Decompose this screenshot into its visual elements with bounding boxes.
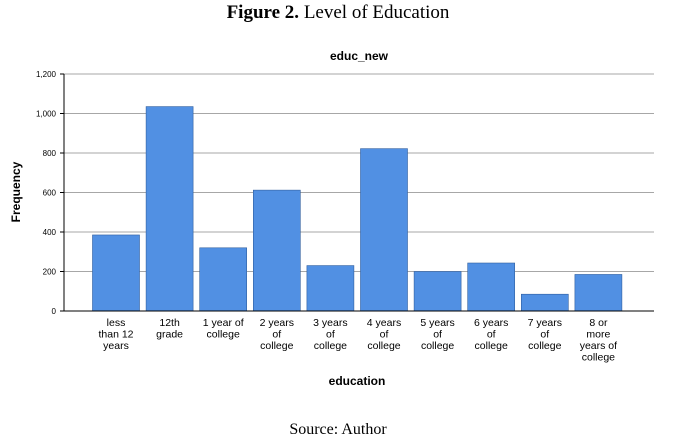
- x-tick-label-line: 3 years: [313, 317, 347, 329]
- x-tick-label: 12th grade: [156, 317, 183, 341]
- x-tick-label-line: of: [487, 329, 496, 341]
- x-tick-label: 3 years of college: [313, 317, 347, 352]
- x-tick-label-line: than 12: [98, 329, 133, 341]
- x-tick-label-line: college: [314, 340, 347, 352]
- y-tick-labels: 0 200 400 600 800 1,000 1,200: [36, 70, 64, 316]
- x-tick-label-line: 8 or: [589, 317, 608, 329]
- x-tick-label-line: years of: [580, 340, 617, 352]
- y-axis-label: Frequency: [9, 161, 23, 222]
- y-tick-label: 400: [43, 228, 57, 237]
- bar: [360, 148, 408, 312]
- x-tick-label-line: of: [380, 329, 389, 341]
- y-tick-label: 0: [52, 307, 57, 316]
- bar: [253, 189, 301, 312]
- y-tick-label: 1,200: [36, 70, 57, 79]
- x-tick-label-line: 6 years: [474, 317, 508, 329]
- x-tick-label: less than 12 years: [98, 317, 133, 352]
- x-tick-label-line: 12th: [159, 317, 180, 329]
- bar: [413, 271, 462, 312]
- chart-title: educ_new: [330, 49, 389, 63]
- x-tick-label-line: grade: [156, 329, 183, 341]
- bar: [467, 262, 516, 312]
- x-tick-label-line: more: [586, 329, 610, 341]
- x-tick-label-line: college: [475, 340, 508, 352]
- x-tick-label-line: 4 years: [367, 317, 401, 329]
- x-tick-label-line: 2 years: [260, 317, 294, 329]
- bar: [145, 106, 194, 312]
- bar: [306, 265, 355, 312]
- figure-caption: Figure 2. Level of Education: [0, 2, 676, 24]
- x-tick-label-line: of: [540, 329, 549, 341]
- figure-label: Figure 2.: [226, 2, 300, 23]
- bar: [199, 247, 247, 312]
- bar: [92, 234, 140, 312]
- y-tick-label: 800: [43, 149, 57, 158]
- x-tick-label-line: college: [528, 340, 561, 352]
- source-caption: Source: Author: [289, 421, 387, 438]
- figure-title: Level of Education: [303, 2, 450, 23]
- x-tick-label-line: college: [582, 352, 615, 364]
- x-tick-label: 1 year of college: [203, 317, 244, 341]
- x-tick-label-line: of: [433, 329, 442, 341]
- y-tick-label: 600: [43, 189, 57, 198]
- x-tick-label-line: of: [326, 329, 335, 341]
- x-tick-label-line: less: [107, 317, 126, 329]
- x-tick-label-line: college: [260, 340, 293, 352]
- x-axis-label: education: [329, 374, 386, 388]
- bars: [92, 106, 623, 312]
- y-tick-label: 1,000: [36, 110, 57, 119]
- x-tick-label-line: college: [207, 329, 240, 341]
- x-tick-label-line: college: [367, 340, 400, 352]
- x-tick-label-line: years: [103, 340, 129, 352]
- bar: [520, 293, 569, 312]
- x-tick-label-line: 7 years: [528, 317, 562, 329]
- x-tick-label: 6 years of college: [474, 317, 508, 352]
- x-tick-label: 7 years of college: [528, 317, 562, 352]
- x-tick-label-line: college: [421, 340, 454, 352]
- y-tick-label: 200: [43, 268, 57, 277]
- x-tick-label-line: of: [272, 329, 281, 341]
- x-tick-label: 4 years of college: [367, 317, 401, 352]
- bar: [574, 274, 623, 312]
- x-tick-label: 8 or more years of college: [580, 317, 617, 364]
- x-tick-label-line: 5 years: [420, 317, 454, 329]
- x-tick-label: 2 years of college: [260, 317, 294, 352]
- x-tick-label: 5 years of college: [420, 317, 454, 352]
- x-tick-label-line: 1 year of: [203, 317, 244, 329]
